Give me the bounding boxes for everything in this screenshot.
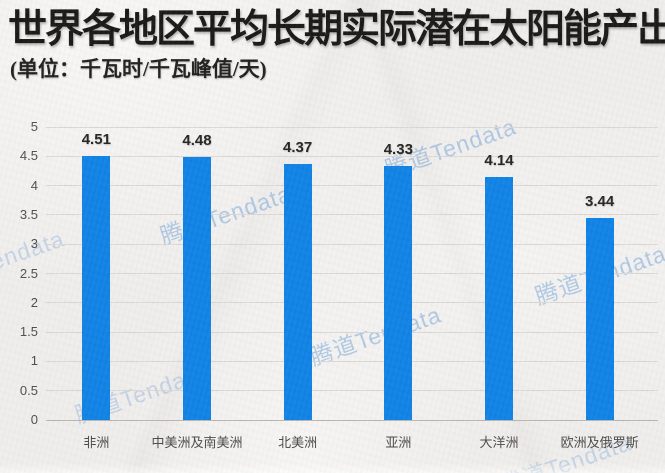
- y-axis-tick-label: 4: [30, 177, 38, 193]
- y-axis-tick-label: 0: [30, 412, 38, 427]
- x-axis-line: [46, 419, 658, 421]
- gridline: [46, 331, 658, 333]
- y-axis-tick-label: 1.5: [19, 324, 38, 340]
- gridline: [46, 185, 658, 187]
- gridline: [46, 243, 658, 245]
- chart-subtitle-unit: (单位：千瓦时/千瓦峰值/天): [10, 57, 267, 81]
- x-axis-category-label: 中美洲及南美洲: [151, 435, 243, 450]
- paper-edge-highlight: [0, 463, 665, 473]
- bar-value-label: 4.33: [383, 141, 413, 159]
- gridline: [46, 126, 658, 128]
- x-axis-category-label: 大洋洲: [479, 435, 519, 450]
- y-axis-tick-label: 2: [30, 294, 38, 310]
- bar-value-label: 4.37: [283, 138, 313, 156]
- bar-大洋洲: [485, 177, 513, 420]
- bar-value-label: 4.48: [182, 132, 212, 150]
- bar-亚洲: [384, 166, 413, 420]
- bar-value-label: 4.14: [484, 152, 514, 170]
- bar-非洲: [82, 155, 111, 420]
- x-axis-category-label: 亚洲: [385, 435, 412, 450]
- gridline: [46, 360, 658, 362]
- y-axis-tick-label: 2.5: [19, 265, 38, 281]
- header: 世界各地区平均长期实际潜在太阳能产出 (单位：千瓦时/千瓦峰值/天): [8, 6, 665, 82]
- gridline: [46, 390, 658, 392]
- x-axis-category-label: 北美洲: [278, 435, 318, 450]
- bar-中美洲及南美洲: [183, 157, 211, 420]
- y-axis-tick-label: 3: [30, 236, 38, 252]
- gridline: [46, 155, 658, 157]
- x-axis-category-label: 非洲: [83, 435, 110, 450]
- bar-欧洲及俄罗斯: [585, 218, 614, 420]
- y-axis-tick-label: 4.5: [19, 148, 38, 164]
- chart-title: 世界各地区平均长期实际潜在太阳能产出: [8, 8, 665, 51]
- y-axis-tick-label: 1: [30, 353, 38, 369]
- gridline: [46, 302, 658, 304]
- y-axis-tick-label: 3.5: [19, 206, 38, 222]
- y-axis-tick-label: 0.5: [19, 382, 38, 398]
- bar-value-label: 4.51: [81, 130, 111, 148]
- y-axis-tick-label: 5: [30, 119, 38, 134]
- gridline: [46, 273, 658, 274]
- gridline: [46, 214, 658, 216]
- bar-北美洲: [283, 163, 312, 420]
- x-axis-category-label: 欧洲及俄罗斯: [560, 435, 639, 450]
- bar-value-label: 3.44: [585, 193, 615, 211]
